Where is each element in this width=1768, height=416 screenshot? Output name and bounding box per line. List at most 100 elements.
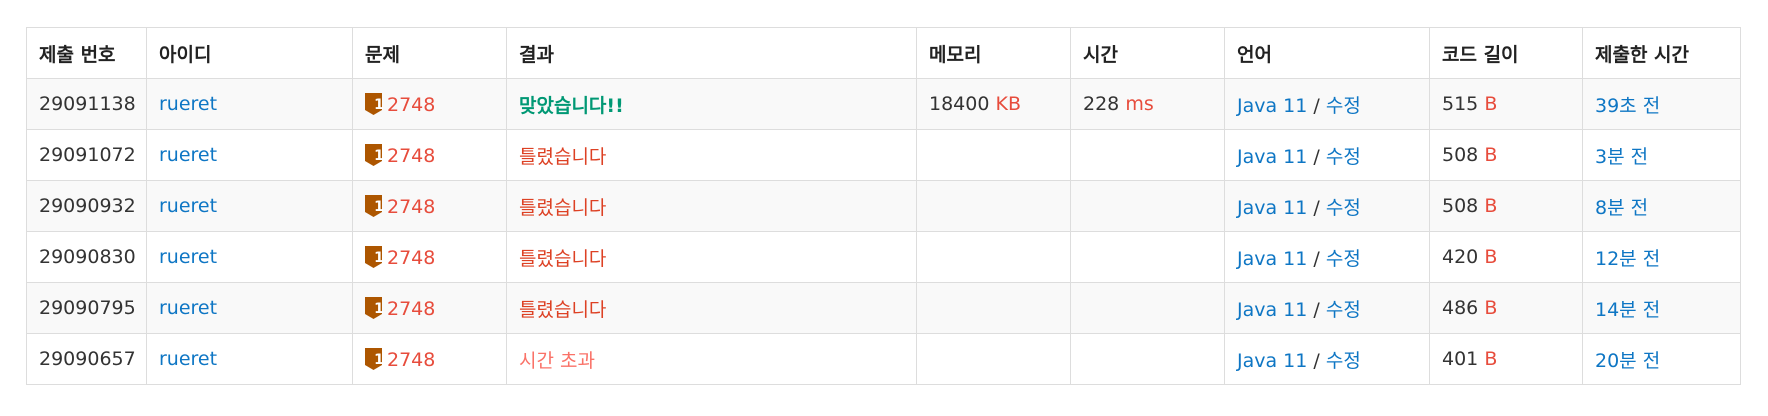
problem-link[interactable]: 2748 — [387, 93, 436, 116]
time-cell — [1070, 282, 1225, 334]
submission-id: 29090932 — [39, 195, 136, 217]
problem-cell: 1 2748 — [352, 231, 507, 283]
table-row: 29090657 rueret 1 2748 시간 초과 Java 11 / 수정 401 … — [26, 333, 1741, 385]
table-row: 29090830 rueret 1 2748 틀렸습니다 Java 11 / 수정 420 … — [26, 231, 1741, 283]
problem-cell: 1 2748 — [352, 282, 507, 334]
submission-id-cell: 29090830 — [26, 231, 147, 283]
header-result: 결과 — [506, 27, 917, 79]
language-link[interactable]: Java 11 — [1237, 196, 1308, 219]
problem-cell: 1 2748 — [352, 129, 507, 181]
separator: / — [1313, 94, 1320, 117]
language-link[interactable]: Java 11 — [1237, 247, 1308, 270]
problem-link[interactable]: 2748 — [387, 297, 436, 320]
user-cell: rueret — [146, 333, 353, 385]
edit-link[interactable]: 수정 — [1325, 196, 1361, 219]
memory-cell — [916, 180, 1071, 232]
user-link[interactable]: rueret — [159, 195, 218, 217]
code-length-cell: 486 B — [1429, 282, 1583, 334]
user-link[interactable]: rueret — [159, 297, 218, 319]
result-text: 틀렸습니다 — [519, 298, 607, 321]
result-text: 틀렸습니다 — [519, 247, 607, 270]
result-cell: 틀렸습니다 — [506, 231, 917, 283]
edit-link[interactable]: 수정 — [1325, 94, 1361, 117]
time-unit: ms — [1125, 93, 1154, 115]
tier-level: 1 — [374, 198, 384, 215]
memory-cell: 18400 KB — [916, 78, 1071, 130]
bronze-1-tier-icon — [365, 347, 382, 370]
separator: / — [1313, 247, 1320, 270]
code-length-unit: B — [1484, 93, 1498, 115]
header-memory: 메모리 — [916, 27, 1071, 79]
code-length-cell: 508 B — [1429, 180, 1583, 232]
memory-cell — [916, 282, 1071, 334]
header-submission-id: 제출 번호 — [26, 27, 147, 79]
submission-id-cell: 29091072 — [26, 129, 147, 181]
submitted-time-link[interactable]: 12분 전 — [1595, 247, 1661, 270]
submission-id: 29090795 — [39, 297, 136, 319]
result-cell: 틀렸습니다 — [506, 180, 917, 232]
result-cell: 시간 초과 — [506, 333, 917, 385]
time-value: 228 — [1083, 93, 1120, 115]
user-link[interactable]: rueret — [159, 348, 218, 370]
code-length-unit: B — [1484, 297, 1498, 319]
edit-link[interactable]: 수정 — [1325, 298, 1361, 321]
header-code-length: 코드 길이 — [1429, 27, 1583, 79]
memory-cell — [916, 129, 1071, 181]
user-link[interactable]: rueret — [159, 93, 218, 115]
edit-link[interactable]: 수정 — [1325, 349, 1361, 372]
submitted-at-cell: 39초 전 — [1582, 78, 1741, 130]
table-header-row: 제출 번호 아이디 문제 결과 메모리 시간 언어 코드 길이 제출한 시간 — [26, 27, 1741, 79]
user-cell: rueret — [146, 282, 353, 334]
submission-id: 29091138 — [39, 93, 136, 115]
user-cell: rueret — [146, 231, 353, 283]
tier-level: 1 — [374, 249, 384, 266]
problem-link[interactable]: 2748 — [387, 348, 436, 371]
time-cell: 228 ms — [1070, 78, 1225, 130]
problem-link[interactable]: 2748 — [387, 195, 436, 218]
memory-cell — [916, 333, 1071, 385]
bronze-1-tier-icon — [365, 296, 382, 319]
code-length-unit: B — [1484, 144, 1498, 166]
separator: / — [1313, 145, 1320, 168]
tier-level: 1 — [374, 351, 384, 368]
result-cell: 틀렸습니다 — [506, 129, 917, 181]
submitted-time-link[interactable]: 14분 전 — [1595, 298, 1661, 321]
code-length-unit: B — [1484, 246, 1498, 268]
language-cell: Java 11 / 수정 — [1224, 231, 1430, 283]
code-length-value: 508 — [1442, 144, 1479, 166]
language-cell: Java 11 / 수정 — [1224, 282, 1430, 334]
submitted-time-link[interactable]: 39초 전 — [1595, 94, 1661, 117]
language-link[interactable]: Java 11 — [1237, 145, 1308, 168]
language-cell: Java 11 / 수정 — [1224, 333, 1430, 385]
tier-level: 1 — [374, 96, 384, 113]
submission-id-cell: 29091138 — [26, 78, 147, 130]
header-user: 아이디 — [146, 27, 353, 79]
problem-link[interactable]: 2748 — [387, 144, 436, 167]
submitted-at-cell: 14분 전 — [1582, 282, 1741, 334]
submitted-time-link[interactable]: 8분 전 — [1595, 196, 1649, 219]
time-cell — [1070, 180, 1225, 232]
edit-link[interactable]: 수정 — [1325, 145, 1361, 168]
language-link[interactable]: Java 11 — [1237, 349, 1308, 372]
submission-id: 29091072 — [39, 144, 136, 166]
language-link[interactable]: Java 11 — [1237, 94, 1308, 117]
code-length-value: 508 — [1442, 195, 1479, 217]
table-row: 29091138 rueret 1 2748 맞았습니다!! 18400 KB 228 ms… — [26, 78, 1741, 130]
submitted-time-link[interactable]: 3분 전 — [1595, 145, 1649, 168]
language-cell: Java 11 / 수정 — [1224, 78, 1430, 130]
submission-id: 29090830 — [39, 246, 136, 268]
result-text: 맞았습니다!! — [519, 94, 624, 117]
submitted-time-link[interactable]: 20분 전 — [1595, 349, 1661, 372]
user-cell: rueret — [146, 180, 353, 232]
code-length-value: 401 — [1442, 348, 1479, 370]
user-link[interactable]: rueret — [159, 144, 218, 166]
submitted-at-cell: 20분 전 — [1582, 333, 1741, 385]
language-link[interactable]: Java 11 — [1237, 298, 1308, 321]
user-link[interactable]: rueret — [159, 246, 218, 268]
problem-link[interactable]: 2748 — [387, 246, 436, 269]
edit-link[interactable]: 수정 — [1325, 247, 1361, 270]
problem-cell: 1 2748 — [352, 180, 507, 232]
result-text: 시간 초과 — [519, 349, 595, 372]
user-cell: rueret — [146, 78, 353, 130]
submitted-at-cell: 8분 전 — [1582, 180, 1741, 232]
